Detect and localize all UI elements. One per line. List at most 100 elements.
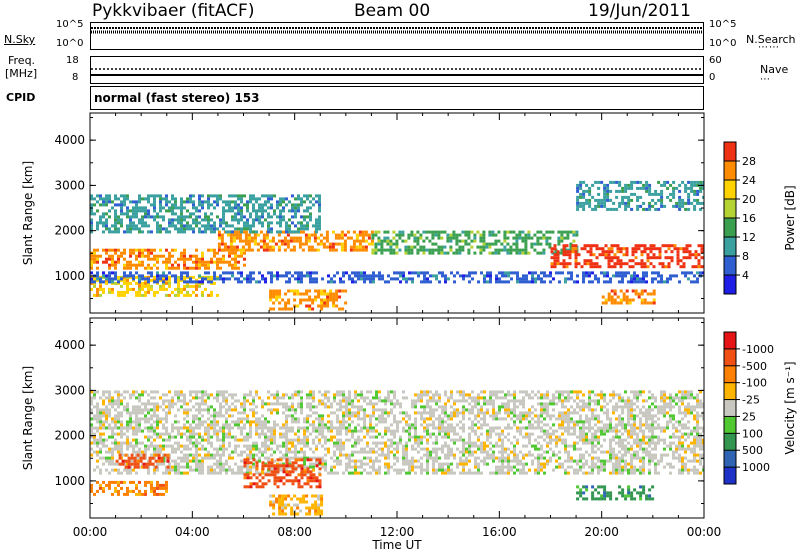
data-cell	[633, 450, 636, 454]
data-cell	[294, 215, 297, 219]
data-cell	[600, 462, 603, 466]
data-cell	[366, 450, 369, 454]
data-cell	[364, 245, 368, 249]
data-cell	[660, 192, 664, 196]
data-cell	[240, 194, 243, 198]
data-cell	[120, 203, 123, 207]
data-cell	[615, 207, 619, 211]
data-cell	[637, 247, 641, 251]
data-cell	[543, 274, 546, 278]
data-cell	[669, 465, 672, 469]
data-cell	[621, 465, 624, 469]
data-cell	[105, 408, 108, 412]
data-cell	[408, 271, 411, 275]
data-cell	[102, 486, 105, 490]
data-cell	[663, 204, 667, 208]
data-cell	[321, 459, 324, 463]
data-cell	[117, 489, 120, 493]
data-cell	[613, 292, 617, 296]
data-cell	[645, 447, 648, 451]
data-cell	[336, 462, 339, 466]
data-cell	[273, 467, 277, 471]
data-cell	[486, 462, 489, 466]
data-cell	[642, 485, 646, 489]
data-cell	[636, 277, 639, 281]
data-cell	[525, 277, 528, 281]
data-cell	[243, 203, 246, 207]
data-cell	[386, 239, 390, 243]
data-cell	[443, 251, 447, 255]
data-cell	[372, 465, 375, 469]
data-cell	[275, 500, 279, 504]
nsky-label: N.Sky	[4, 33, 36, 46]
data-cell	[582, 462, 585, 466]
data-cell	[222, 212, 225, 216]
data-cell	[573, 432, 576, 436]
data-cell	[483, 462, 486, 466]
data-cell	[163, 453, 167, 457]
data-cell	[666, 195, 670, 199]
data-cell	[447, 468, 450, 472]
data-cell	[267, 464, 271, 468]
data-cell	[192, 432, 195, 436]
data-cell	[534, 468, 537, 472]
data-cell	[432, 462, 435, 466]
data-cell	[334, 236, 338, 240]
data-cell	[646, 265, 650, 269]
data-cell	[198, 274, 201, 278]
data-cell	[646, 256, 650, 260]
data-cell	[377, 242, 381, 246]
data-cell	[687, 201, 691, 205]
data-cell	[326, 298, 330, 302]
data-cell	[162, 483, 165, 487]
data-cell	[664, 265, 668, 269]
data-cell	[201, 224, 204, 228]
data-cell	[479, 239, 483, 243]
data-cell	[654, 189, 658, 193]
data-cell	[168, 462, 171, 466]
data-cell	[676, 250, 680, 254]
data-cell	[144, 426, 147, 430]
data-cell	[321, 465, 324, 469]
data-cell	[676, 259, 680, 263]
data-cell	[568, 256, 572, 260]
data-cell	[574, 250, 578, 254]
data-cell	[126, 402, 129, 406]
data-cell	[108, 390, 111, 394]
data-cell	[249, 435, 252, 439]
data-cell	[699, 189, 703, 193]
data-cell	[129, 471, 132, 475]
colorbar-tick-label: 28	[742, 155, 756, 168]
data-cell	[696, 468, 699, 472]
data-cell	[241, 239, 245, 243]
data-cell	[378, 465, 381, 469]
data-cell	[105, 227, 108, 231]
data-cell	[642, 429, 645, 433]
data-cell	[435, 277, 438, 281]
data-cell	[90, 197, 93, 201]
data-cell	[652, 247, 656, 251]
data-cell	[435, 450, 438, 454]
data-cell	[243, 438, 246, 442]
data-cell	[297, 456, 300, 460]
data-cell	[576, 195, 580, 199]
y-axis-label: Slant Range [km]	[21, 161, 35, 265]
data-cell	[297, 450, 300, 454]
data-cell	[630, 471, 633, 475]
data-cell	[102, 287, 105, 291]
data-cell	[282, 274, 285, 278]
data-cell	[258, 435, 261, 439]
data-cell	[317, 512, 321, 516]
data-cell	[123, 266, 126, 270]
data-cell	[589, 244, 593, 248]
data-cell	[309, 206, 312, 210]
data-cell	[126, 284, 129, 288]
data-cell	[228, 277, 231, 281]
data-cell	[582, 189, 586, 193]
data-cell	[198, 215, 201, 219]
data-cell	[471, 471, 474, 475]
data-cell	[300, 426, 303, 430]
data-cell	[287, 503, 291, 507]
data-cell	[348, 459, 351, 463]
data-cell	[141, 284, 144, 288]
